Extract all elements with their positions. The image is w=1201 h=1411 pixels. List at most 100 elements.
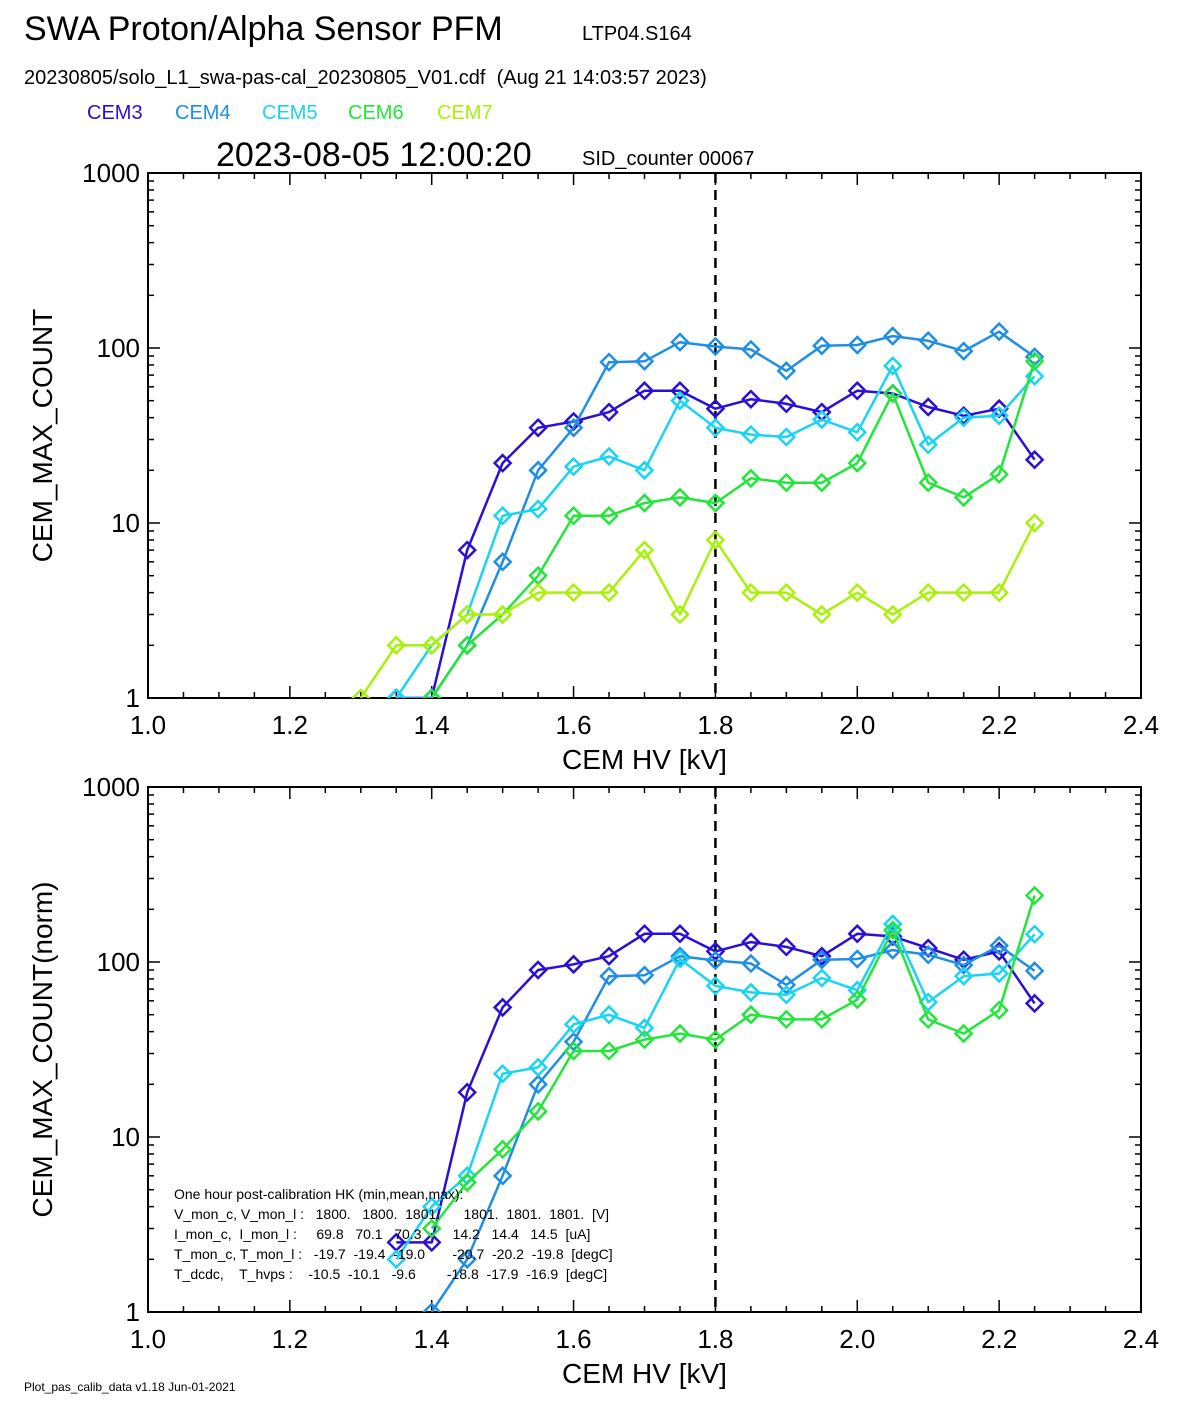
bottom-point-cem3 xyxy=(847,923,868,944)
top-point-cem7 xyxy=(741,582,761,603)
bottom-point-cem3 xyxy=(918,938,938,958)
top-point-cem3 xyxy=(953,405,974,426)
top-point-cem5 xyxy=(705,418,726,438)
bottom-y-tick-label: 100 xyxy=(97,947,140,977)
top-point-cem7 xyxy=(670,604,690,625)
top-point-cem5 xyxy=(989,405,1009,426)
top-point-cem4 xyxy=(705,336,726,357)
top-point-cem5 xyxy=(918,434,938,455)
top-point-cem6 xyxy=(847,453,868,473)
top-point-cem6 xyxy=(882,383,903,404)
bottom-point-cem6 xyxy=(882,920,903,940)
bottom-point-cem4 xyxy=(492,1166,513,1186)
panel-bottom: 1.0 1.2 1.4 1.6 1.8 2.0 2.2 2.4 1 10 100 1000 CEM HV… xyxy=(27,772,1159,1389)
top-point-cem3 xyxy=(1024,449,1045,470)
top-point-cem5 xyxy=(847,422,868,443)
bottom-point-cem6 xyxy=(705,1029,726,1050)
bottom-point-cem5 xyxy=(563,1014,584,1035)
top-x-tick-label: 1.8 xyxy=(697,710,733,740)
top-point-cem3 xyxy=(847,380,868,401)
top-x-tick-label: 1.6 xyxy=(555,710,591,740)
top-point-cem3 xyxy=(528,418,548,438)
top-point-cem5 xyxy=(1024,366,1045,386)
bottom-point-cem4 xyxy=(528,1074,548,1095)
bottom-point-cem4 xyxy=(599,966,619,986)
top-point-cem7 xyxy=(492,604,513,625)
bottom-point-cem6 xyxy=(421,1218,442,1239)
top-point-cem4 xyxy=(918,330,938,351)
top-point-cem3 xyxy=(457,540,477,560)
bottom-point-cem5 xyxy=(528,1057,548,1078)
legend-item-cem7: CEM7 xyxy=(437,102,493,124)
top-point-cem7 xyxy=(882,604,903,625)
top-point-cem3 xyxy=(634,380,655,401)
bottom-point-cem4 xyxy=(953,955,974,975)
hk-line-5: T_dcdc, T_hvps : -10.5 -10.1 -9.6 -18.8 … xyxy=(174,1266,607,1282)
top-point-cem7 xyxy=(989,582,1009,603)
top-point-cem3 xyxy=(492,453,513,473)
top-point-cem3 xyxy=(599,402,619,422)
top-point-cem6 xyxy=(670,487,690,508)
bottom-point-cem5 xyxy=(741,982,761,1003)
bottom-x-tick-label: 1.2 xyxy=(272,1324,308,1354)
bottom-point-cem6 xyxy=(989,1000,1009,1021)
top-x-tick-label: 1.2 xyxy=(272,710,308,740)
bottom-point-cem3 xyxy=(421,1232,442,1253)
top-point-cem7 xyxy=(776,582,797,603)
footer-version: Plot_pas_calib_data v1.18 Jun-01-2021 xyxy=(24,1380,236,1394)
bottom-point-cem4 xyxy=(989,935,1009,956)
bottom-point-cem3 xyxy=(563,954,584,975)
top-point-cem6 xyxy=(953,487,974,508)
file-info: 20230805/solo_L1_swa-pas-cal_20230805_V0… xyxy=(24,67,707,89)
top-point-cem5 xyxy=(386,688,407,698)
figure-title: SWA Proton/Alpha Sensor PFM xyxy=(24,10,503,48)
bottom-y-tick-label: 1 xyxy=(126,1297,140,1327)
top-point-cem4 xyxy=(776,361,797,381)
bottom-y-tick-label: 1000 xyxy=(82,772,140,802)
top-point-cem4 xyxy=(599,352,619,372)
top-plot-area xyxy=(351,321,1045,698)
top-point-cem5 xyxy=(882,356,903,376)
panel-top: 1.0 1.2 1.4 1.6 1.8 2.0 2.2 2.4 1 10 100 1000 CEM HV… xyxy=(27,158,1159,775)
top-point-cem5 xyxy=(599,446,619,467)
top-point-cem7 xyxy=(528,582,548,603)
hk-line-4: T_mon_c, T_mon_l : -19.7 -19.4 -19.0 -20… xyxy=(174,1246,613,1262)
top-point-cem5 xyxy=(953,407,974,428)
top-point-cem3 xyxy=(741,389,761,409)
bottom-point-cem5 xyxy=(989,963,1009,984)
bottom-point-cem3 xyxy=(492,997,513,1018)
bottom-plot-area xyxy=(386,885,1045,1312)
bottom-point-cem5 xyxy=(1024,924,1045,945)
top-x-tick-label: 1.4 xyxy=(414,710,450,740)
bottom-x-tick-label: 2.2 xyxy=(981,1324,1017,1354)
bottom-point-cem6 xyxy=(528,1101,548,1122)
top-point-cem7 xyxy=(705,530,726,550)
bottom-point-cem5 xyxy=(705,976,726,996)
top-point-cem6 xyxy=(563,505,584,526)
bottom-x-tick-label: 1.4 xyxy=(414,1324,450,1354)
top-point-cem6 xyxy=(812,472,832,493)
bottom-point-cem5 xyxy=(812,968,832,988)
top-point-cem7 xyxy=(351,688,371,698)
top-point-cem6 xyxy=(634,493,655,513)
bottom-point-cem6 xyxy=(741,1004,761,1025)
top-series-line-cem5 xyxy=(395,364,1036,698)
bottom-point-cem5 xyxy=(634,1018,655,1038)
legend-item-cem5: CEM5 xyxy=(262,102,318,124)
top-point-cem3 xyxy=(670,380,690,401)
top-point-cem7 xyxy=(918,582,938,603)
bottom-point-cem3 xyxy=(599,946,619,966)
top-point-cem6 xyxy=(1024,351,1045,372)
legend-item-cem3: CEM3 xyxy=(87,102,143,124)
bottom-point-cem4 xyxy=(812,949,832,970)
bottom-point-cem3 xyxy=(634,923,655,944)
bottom-point-cem6 xyxy=(563,1041,584,1061)
top-point-cem4 xyxy=(741,339,761,360)
bottom-point-cem3 xyxy=(812,946,832,966)
top-point-cem4 xyxy=(492,552,513,572)
top-axes-frame xyxy=(147,172,1142,699)
top-point-cem5 xyxy=(634,460,655,481)
top-point-cem4 xyxy=(847,335,868,355)
top-point-cem5 xyxy=(812,409,832,430)
top-point-cem6 xyxy=(989,464,1009,484)
